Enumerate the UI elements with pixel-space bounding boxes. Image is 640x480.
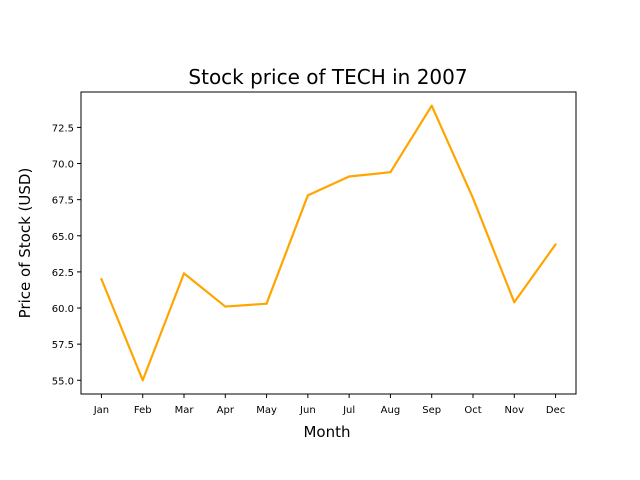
data-point	[348, 175, 351, 178]
data-point	[430, 104, 433, 107]
plot-area	[100, 104, 557, 382]
data-point	[265, 302, 268, 305]
y-tick-label: 72.5	[52, 123, 74, 134]
data-point	[513, 301, 516, 304]
y-tick-label: 65.0	[52, 232, 74, 243]
data-point	[471, 197, 475, 200]
x-tick-label: Nov	[505, 405, 525, 416]
y-tick-label: 60.0	[52, 304, 74, 315]
x-tick-label: Dec	[546, 405, 565, 416]
x-tick-label: May	[256, 405, 277, 416]
plot-frame	[80, 91, 577, 395]
data-point	[306, 194, 309, 197]
y-tick-label: 67.5	[52, 196, 74, 207]
x-axis: Jan Feb Mar Apr May Jun Jul Aug Sep Oct Nov Dec	[93, 394, 565, 416]
x-tick-label: Oct	[464, 405, 481, 416]
x-tick-label: Apr	[217, 405, 235, 416]
x-axis-label: Month	[303, 423, 350, 441]
x-tick-label: Jul	[342, 405, 355, 416]
data-point	[554, 243, 557, 246]
y-tick-label: 57.5	[52, 340, 74, 351]
y-axis: 55.0 57.5 60.0 62.5 65.0 67.5 70.0 72.5	[52, 123, 81, 387]
y-tick-label: 70.0	[52, 160, 74, 171]
x-tick-label: Jun	[299, 405, 316, 416]
data-point	[141, 379, 144, 382]
data-point	[100, 278, 103, 281]
data-point	[224, 305, 227, 308]
x-tick-label: Aug	[381, 405, 401, 416]
x-tick-label: Sep	[422, 405, 441, 416]
y-tick-label: 62.5	[52, 268, 74, 279]
series-line	[100, 104, 557, 382]
chart-title: Stock price of TECH in 2007	[188, 65, 467, 89]
x-tick-label: Mar	[175, 405, 195, 416]
x-tick-label: Feb	[134, 405, 152, 416]
y-tick-label: 55.0	[52, 376, 74, 387]
x-tick-label: Jan	[93, 405, 109, 416]
data-point	[389, 171, 392, 174]
y-axis-label: Price of Stock (USD)	[16, 168, 34, 319]
data-point	[182, 272, 186, 275]
